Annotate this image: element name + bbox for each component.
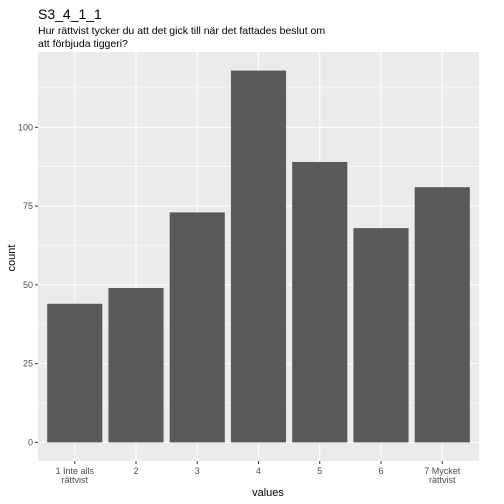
y-tick-label: 50 bbox=[23, 280, 33, 290]
chart-subtitle-line-1: Hur rättvist tycker du att det gick till… bbox=[38, 25, 325, 37]
bar bbox=[169, 212, 225, 443]
x-tick-label: 7 Mycket rättvist bbox=[424, 466, 461, 485]
bar bbox=[292, 161, 348, 443]
y-tick-label: 25 bbox=[23, 359, 33, 369]
bars bbox=[47, 70, 470, 443]
x-axis-title: values bbox=[252, 487, 284, 499]
chart-subtitle-line-2: att förbjuda tiggeri? bbox=[38, 38, 128, 50]
x-tick-label: 5 bbox=[317, 466, 322, 476]
x-tick-label: 1 Inte alls rättvist bbox=[55, 466, 94, 485]
bar bbox=[230, 70, 287, 443]
y-axis-title: count bbox=[6, 245, 18, 272]
x-tick-label: 3 bbox=[195, 466, 200, 476]
bar bbox=[414, 187, 470, 443]
y-tick-label: 100 bbox=[18, 122, 33, 132]
bar bbox=[353, 228, 409, 443]
y-axis-ticks: 0 25 50 75 100 bbox=[18, 122, 38, 447]
chart-title: S3_4_1_1 bbox=[38, 6, 102, 22]
y-tick-label: 75 bbox=[23, 201, 33, 211]
x-axis-ticks: 1 Inte alls rättvist 2 3 4 5 6 7 Mycket rättvist bbox=[55, 461, 461, 485]
x-tick-label: 4 bbox=[256, 466, 261, 476]
x-tick-label: 2 bbox=[133, 466, 138, 476]
bar bbox=[47, 303, 103, 443]
x-tick-label: 6 bbox=[378, 466, 383, 476]
y-tick-label: 0 bbox=[28, 437, 33, 447]
bar bbox=[108, 288, 164, 443]
